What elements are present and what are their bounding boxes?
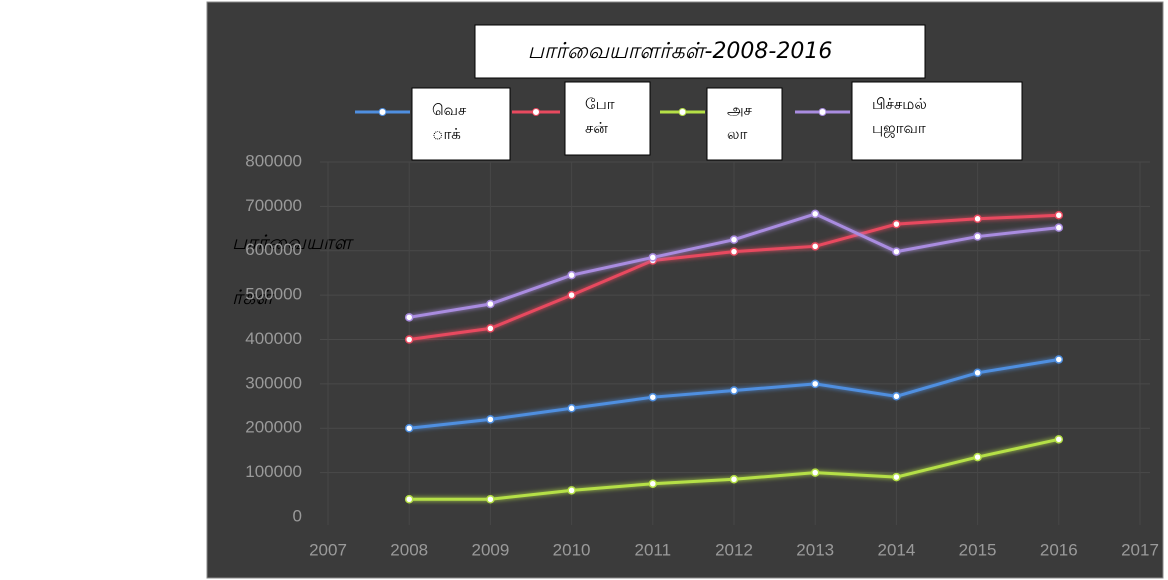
data-point bbox=[648, 392, 658, 402]
legend-marker bbox=[818, 108, 827, 116]
y-tick-label: 100000 bbox=[245, 462, 302, 481]
x-tick-label: 2007 bbox=[309, 540, 347, 559]
legend-label: பிச்சமல் புஜாவா bbox=[872, 95, 927, 138]
y-tick-label: 800000 bbox=[245, 151, 302, 170]
data-point bbox=[648, 253, 658, 262]
legend-label: வெசாக் bbox=[432, 101, 467, 143]
data-point bbox=[486, 495, 495, 504]
chart-title: பார்வையாளர்கள்-2008-2016 bbox=[528, 39, 833, 64]
x-tick-label: 2016 bbox=[1040, 540, 1078, 559]
data-point bbox=[1054, 355, 1064, 364]
legend-box bbox=[851, 81, 1023, 161]
data-point bbox=[486, 324, 495, 333]
data-point bbox=[973, 232, 982, 241]
x-tick-label: 2008 bbox=[390, 540, 428, 559]
legend-box bbox=[706, 87, 783, 161]
y-tick-label: 400000 bbox=[245, 329, 302, 348]
data-point bbox=[404, 335, 414, 344]
data-point bbox=[567, 270, 576, 280]
legend-box bbox=[564, 81, 651, 156]
x-tick-label: 2013 bbox=[796, 540, 834, 559]
data-point bbox=[1054, 211, 1064, 220]
data-point bbox=[973, 452, 982, 462]
data-point bbox=[892, 472, 901, 482]
x-tick-label: 2010 bbox=[553, 540, 591, 559]
legend-label: போ சன் bbox=[585, 95, 615, 137]
data-point bbox=[404, 495, 414, 504]
data-point bbox=[1054, 435, 1064, 444]
data-point bbox=[486, 415, 495, 424]
y-tick-label: 200000 bbox=[245, 418, 302, 437]
y-tick-label: 500000 bbox=[245, 285, 302, 304]
data-point bbox=[729, 235, 739, 244]
data-point bbox=[729, 386, 739, 395]
legend-box bbox=[411, 87, 511, 161]
data-point bbox=[892, 392, 901, 401]
data-point bbox=[810, 242, 820, 251]
y-tick-label: 600000 bbox=[245, 240, 302, 259]
title-box bbox=[474, 24, 926, 79]
x-tick-label: 2014 bbox=[877, 540, 915, 559]
y-tick-label: 0 bbox=[293, 506, 302, 525]
y-tick-label: 700000 bbox=[245, 196, 302, 215]
data-point bbox=[810, 209, 820, 219]
data-point bbox=[729, 247, 739, 256]
y-tick-label: 300000 bbox=[245, 373, 302, 392]
x-tick-label: 2009 bbox=[471, 540, 509, 559]
data-point bbox=[973, 214, 982, 224]
data-point bbox=[1054, 223, 1064, 232]
data-point bbox=[567, 486, 576, 495]
x-tick-label: 2015 bbox=[959, 540, 997, 559]
legend-marker bbox=[532, 108, 540, 116]
legend-marker bbox=[378, 108, 387, 116]
legend-marker bbox=[678, 108, 687, 116]
data-point bbox=[567, 404, 576, 413]
data-point bbox=[892, 219, 901, 229]
data-point bbox=[892, 247, 901, 256]
x-tick-label: 2017 bbox=[1121, 540, 1159, 559]
data-point bbox=[810, 379, 820, 389]
data-point bbox=[648, 479, 658, 488]
data-point bbox=[567, 290, 576, 300]
data-point bbox=[404, 424, 414, 433]
x-tick-label: 2012 bbox=[715, 540, 753, 559]
data-point bbox=[729, 475, 739, 484]
legend-label: அச லா bbox=[727, 101, 753, 143]
data-point bbox=[404, 313, 414, 322]
data-point bbox=[973, 368, 982, 378]
data-point bbox=[486, 299, 495, 309]
data-point bbox=[810, 468, 820, 477]
y-axis-label: பார்வையாள ர்கள் bbox=[232, 230, 354, 309]
x-tick-label: 2011 bbox=[635, 540, 672, 559]
